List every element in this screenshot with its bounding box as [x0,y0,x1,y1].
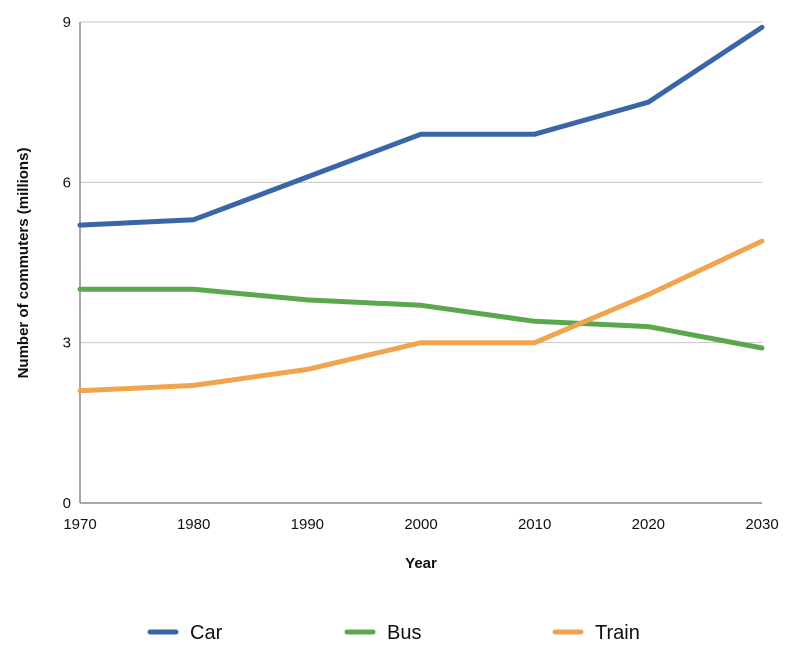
series-line-car [77,24,765,228]
x-axis-title: Year [405,555,437,572]
y-tick-label-0: 0 [63,495,71,512]
y-tick-label-3: 3 [63,335,71,352]
series-line-train [77,238,765,394]
x-tick-label-1970: 1970 [63,516,96,533]
x-tick-label-2030: 2030 [745,516,778,533]
y-axis-title: Number of commuters (millions) [15,148,32,379]
gridlines [80,21,762,344]
legend-label-car: Car [190,622,223,644]
x-tick-labels: 1970 1980 1990 2000 2010 2020 2030 [63,516,778,533]
series-lines [77,24,765,394]
x-tick-label-2020: 2020 [632,516,665,533]
legend-label-bus: Bus [387,622,421,644]
legend-label-train: Train [595,622,640,644]
x-tick-label-2010: 2010 [518,516,551,533]
series-line-bus [77,286,765,351]
x-tick-label-1980: 1980 [177,516,210,533]
x-tick-label-1990: 1990 [291,516,324,533]
y-tick-label-6: 6 [63,174,71,191]
axes [79,22,762,504]
legend: Car Bus Train [147,622,640,644]
y-tick-labels: 0 3 6 9 [63,14,71,512]
y-tick-label-9: 9 [63,14,71,31]
x-tick-label-2000: 2000 [404,516,437,533]
